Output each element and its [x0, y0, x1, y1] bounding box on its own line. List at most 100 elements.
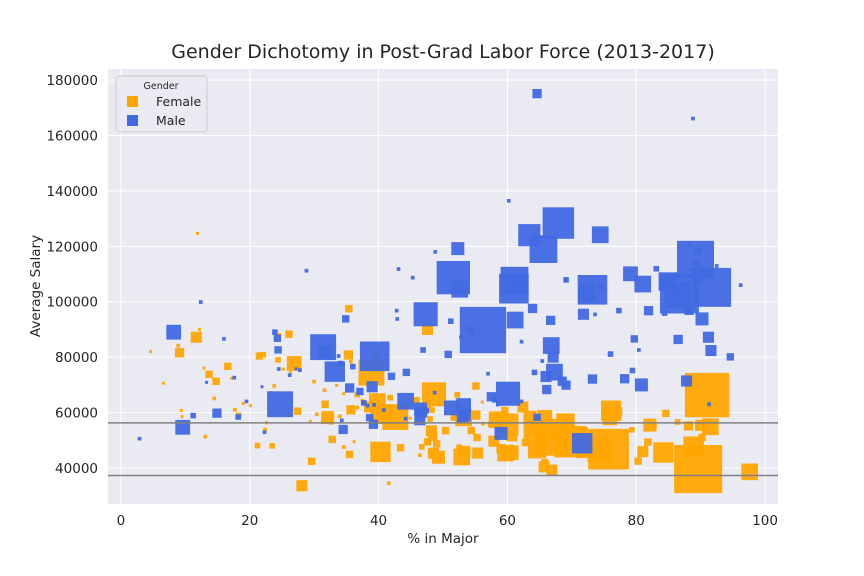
male-point — [531, 369, 538, 376]
male-point — [397, 392, 414, 410]
female-point — [423, 438, 432, 446]
male-point — [496, 381, 521, 406]
male-point — [486, 392, 496, 402]
male-point — [529, 235, 558, 263]
female-point — [702, 418, 719, 436]
male-point — [653, 266, 660, 272]
y-axis-label: Average Salary — [28, 235, 44, 337]
male-point — [714, 264, 719, 268]
tick-labels: 0 20 40 60 80 100 40000 60000 80000 100000 120000 1… — [46, 73, 778, 529]
male-point — [634, 275, 652, 293]
legend-box — [115, 75, 208, 133]
female-point — [459, 445, 471, 457]
male-point — [395, 317, 400, 321]
female-point — [521, 438, 530, 447]
female-point — [428, 431, 438, 442]
female-point — [212, 377, 220, 385]
male-point — [444, 400, 459, 416]
female-point — [203, 434, 208, 439]
female-point — [517, 401, 529, 413]
female-point — [180, 415, 184, 419]
female-point — [345, 450, 354, 459]
male-point — [276, 367, 281, 371]
male-point — [695, 312, 709, 326]
male-point — [593, 312, 597, 317]
male-point — [402, 368, 410, 377]
male-point — [726, 353, 734, 361]
male-point — [212, 408, 222, 418]
female-point — [432, 440, 441, 448]
x-tick-label: 0 — [117, 513, 126, 529]
male-point — [267, 391, 293, 418]
male-point — [365, 413, 374, 422]
male-point — [235, 414, 241, 420]
male-point — [232, 375, 237, 380]
female-point — [149, 350, 152, 354]
female-point — [684, 372, 730, 418]
female-point — [473, 433, 481, 442]
female-point — [308, 419, 312, 423]
male-point — [298, 368, 302, 372]
female-point — [321, 400, 329, 408]
legend-label-female: Female — [156, 94, 202, 109]
male-point — [702, 331, 714, 343]
male-point — [368, 419, 379, 429]
female-point — [241, 401, 245, 405]
male-point — [546, 315, 556, 325]
male-point — [630, 335, 638, 343]
male-point — [356, 387, 364, 396]
female-point — [196, 231, 199, 235]
male-point — [542, 207, 575, 239]
male-point — [540, 371, 552, 383]
male-point — [414, 414, 426, 426]
male-point — [361, 400, 367, 406]
female-point — [480, 400, 484, 404]
female-point — [425, 425, 437, 437]
female-point — [286, 356, 302, 371]
legend-swatch-male — [127, 115, 138, 126]
female-point — [269, 443, 276, 449]
female-point — [272, 384, 277, 388]
female-point — [355, 405, 360, 410]
female-point — [441, 426, 450, 435]
male-point — [519, 339, 524, 344]
y-tick-label: 80000 — [55, 350, 98, 366]
legend: Gender Female Male — [115, 75, 208, 133]
female-point — [198, 327, 201, 331]
male-point — [738, 283, 743, 287]
male-point — [540, 359, 545, 363]
male-point — [403, 416, 408, 421]
female-point — [649, 422, 657, 430]
male-point — [423, 407, 430, 414]
male-point — [340, 418, 344, 423]
female-point — [698, 433, 706, 442]
series-female — [149, 231, 758, 494]
female-point — [260, 351, 267, 358]
male-point — [381, 408, 386, 412]
male-point — [542, 384, 552, 395]
male-point — [561, 380, 571, 390]
male-point — [451, 242, 465, 256]
male-point — [486, 371, 490, 376]
male-point — [518, 278, 528, 288]
female-point — [328, 435, 336, 444]
female-point — [541, 459, 549, 467]
female-point — [202, 366, 206, 370]
female-point — [342, 392, 346, 396]
female-point — [293, 407, 302, 415]
female-point — [472, 382, 480, 390]
male-point — [629, 367, 636, 374]
male-point — [693, 260, 699, 267]
female-point — [345, 305, 353, 313]
female-point — [450, 411, 460, 421]
female-point — [634, 457, 642, 465]
male-point — [350, 363, 356, 370]
female-point — [190, 331, 202, 343]
male-point — [274, 346, 282, 354]
male-point — [324, 361, 345, 382]
male-point — [372, 403, 376, 407]
male-point — [691, 116, 695, 121]
male-point — [506, 199, 511, 203]
female-point — [481, 421, 485, 426]
female-point — [695, 419, 707, 431]
